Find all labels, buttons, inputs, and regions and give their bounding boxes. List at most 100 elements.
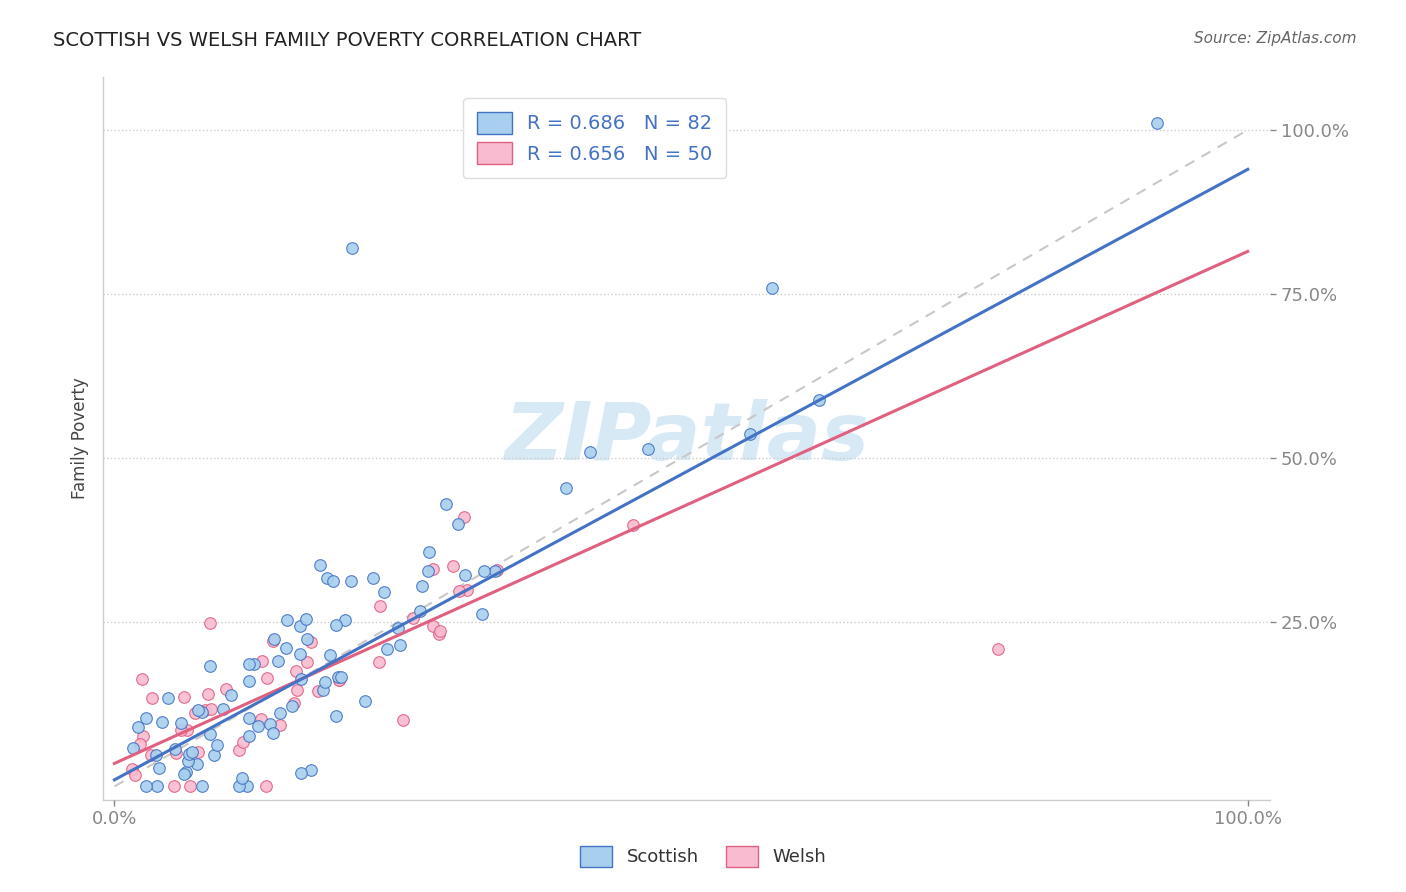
Point — [256, 672, 278, 686]
Point — [391, 713, 413, 727]
Y-axis label: Family Poverty: Family Poverty — [72, 377, 89, 500]
Point — [174, 765, 197, 780]
Point — [180, 745, 202, 759]
Point — [353, 694, 375, 708]
Point — [339, 574, 361, 588]
Point — [456, 582, 478, 597]
Point — [135, 711, 157, 725]
Point — [453, 510, 475, 524]
Point — [368, 599, 391, 614]
Point — [152, 715, 174, 730]
Point — [179, 780, 201, 794]
Point — [294, 611, 316, 625]
Point — [328, 673, 350, 688]
Point — [326, 670, 349, 684]
Point — [436, 497, 458, 511]
Point — [280, 698, 302, 713]
Point — [309, 558, 332, 572]
Point — [416, 564, 439, 578]
Point — [228, 743, 250, 757]
Point — [295, 632, 318, 647]
Point — [259, 717, 281, 731]
Point — [361, 571, 384, 585]
Text: Source: ZipAtlas.com: Source: ZipAtlas.com — [1194, 31, 1357, 46]
Point — [200, 616, 222, 631]
Point — [250, 712, 273, 726]
Point — [202, 748, 225, 763]
Point — [269, 718, 291, 732]
Point — [197, 687, 219, 701]
Point — [254, 780, 277, 794]
Point — [290, 672, 312, 686]
Point — [173, 766, 195, 780]
Point — [621, 518, 644, 533]
Point — [322, 574, 344, 588]
Point — [325, 708, 347, 723]
Point — [128, 737, 150, 751]
Point — [228, 780, 250, 794]
Point — [330, 670, 353, 684]
Point — [1146, 116, 1168, 130]
Point — [141, 748, 163, 763]
Point — [238, 729, 260, 743]
Point — [141, 690, 163, 705]
Point — [285, 683, 308, 698]
Point — [232, 734, 254, 748]
Point — [314, 675, 336, 690]
Point — [325, 618, 347, 632]
Point — [402, 611, 425, 625]
Point — [342, 241, 364, 255]
Point — [471, 607, 494, 622]
Point — [283, 696, 305, 710]
Point — [429, 624, 451, 639]
Point — [146, 780, 169, 794]
Point — [318, 648, 340, 662]
Point — [328, 673, 350, 687]
Point — [441, 559, 464, 574]
Point — [411, 579, 433, 593]
Point — [290, 765, 312, 780]
Point — [375, 642, 398, 657]
Point — [262, 726, 284, 740]
Point — [247, 719, 270, 733]
Point — [127, 720, 149, 734]
Point — [252, 654, 274, 668]
Point — [579, 444, 602, 458]
Point — [447, 583, 470, 598]
Point — [238, 711, 260, 725]
Point — [170, 716, 193, 731]
Point — [263, 632, 285, 646]
Point — [173, 690, 195, 704]
Point — [409, 604, 432, 618]
Point — [176, 723, 198, 737]
Point — [262, 633, 284, 648]
Point — [231, 771, 253, 785]
Point — [388, 638, 411, 652]
Point — [422, 619, 444, 633]
Point — [186, 756, 208, 771]
Point — [187, 745, 209, 759]
Point — [290, 647, 312, 661]
Point — [187, 703, 209, 717]
Point — [335, 613, 357, 627]
Point — [200, 702, 222, 716]
Point — [554, 481, 576, 495]
Point — [132, 729, 155, 743]
Point — [761, 280, 783, 294]
Point — [808, 393, 831, 408]
Point — [315, 571, 337, 585]
Point — [145, 747, 167, 762]
Point — [484, 565, 506, 579]
Point — [284, 664, 307, 678]
Point — [184, 706, 207, 720]
Point — [427, 627, 450, 641]
Text: ZIPatlas: ZIPatlas — [505, 400, 869, 477]
Point — [274, 641, 297, 656]
Point — [387, 621, 409, 635]
Point — [163, 780, 186, 794]
Point — [243, 657, 266, 671]
Point — [238, 657, 260, 671]
Point — [238, 673, 260, 688]
Point — [637, 442, 659, 456]
Point — [422, 562, 444, 576]
